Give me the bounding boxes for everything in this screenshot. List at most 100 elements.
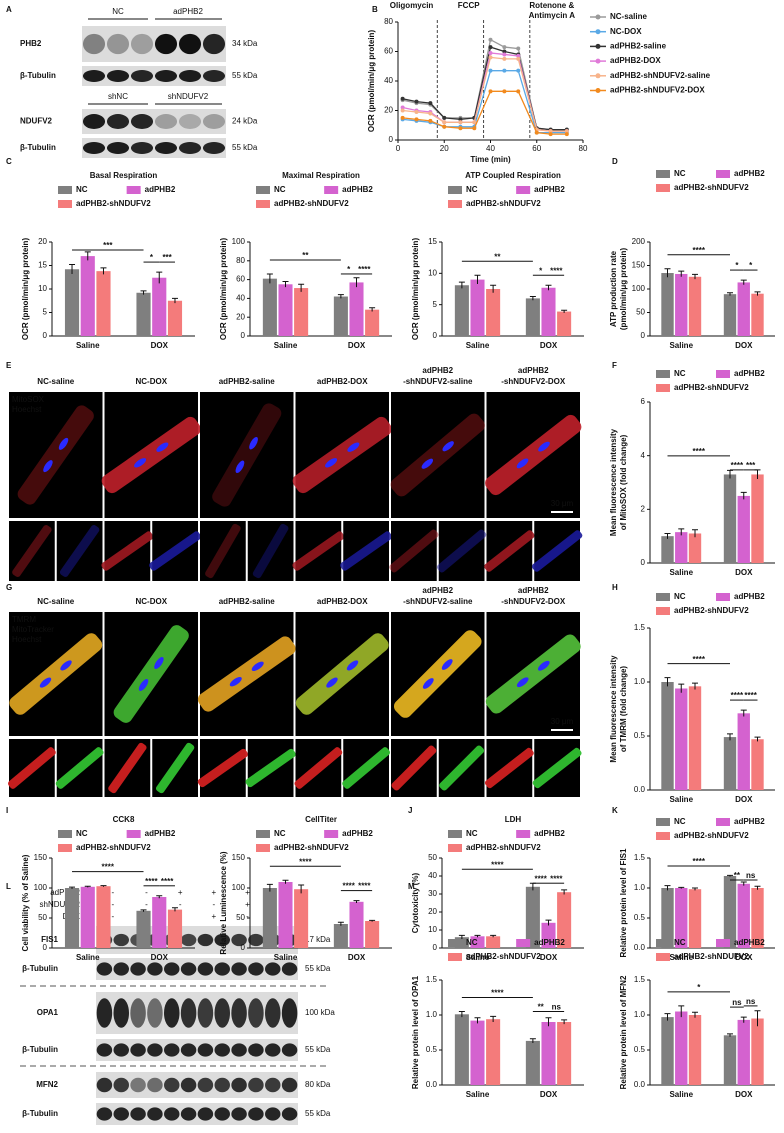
significance-label: ****	[491, 989, 504, 998]
blot-size: 34 kDa	[232, 39, 258, 48]
marker	[502, 56, 507, 61]
image-title: adPHB2-DOX	[317, 597, 368, 606]
nucleus	[421, 458, 434, 469]
condition-sign: +	[211, 888, 216, 897]
blot-background	[82, 26, 226, 62]
legend-swatch	[126, 830, 141, 838]
marker	[414, 117, 419, 122]
blot-band	[96, 962, 113, 976]
x-tick-label: DOX	[540, 341, 558, 350]
significance-label: ****	[550, 266, 563, 275]
cell	[390, 413, 485, 497]
y-tick-label: 150	[632, 261, 646, 270]
blot-band	[130, 998, 146, 1028]
stain-label: MitoSOX	[12, 395, 45, 404]
blot-band	[214, 1107, 230, 1121]
y-axis-label: of TMRM (fold change)	[619, 666, 628, 753]
cell	[252, 523, 289, 579]
y-tick-label: 20	[384, 106, 393, 115]
y-tick-label: 50	[428, 853, 437, 862]
legend-label: NC-saline	[610, 12, 647, 21]
legend-label: NC	[466, 185, 478, 194]
blot-band	[178, 142, 202, 154]
blot-band	[147, 1107, 163, 1121]
significance-label: ****	[731, 691, 744, 700]
nucleus	[156, 442, 169, 452]
marker	[400, 105, 405, 110]
marker	[442, 124, 447, 129]
error-bar	[298, 283, 305, 292]
y-tick-label: 50	[38, 913, 47, 922]
bar	[661, 1017, 674, 1085]
bar	[737, 495, 750, 563]
bar	[737, 883, 750, 948]
y-tick-label: 0.5	[634, 1045, 646, 1054]
y-tick-label: 1.0	[426, 1010, 438, 1019]
marker	[414, 99, 419, 104]
cell	[484, 530, 535, 572]
blot-band	[106, 70, 130, 82]
image-title: adPHB2	[422, 366, 453, 375]
marker	[458, 120, 463, 125]
blot-band	[106, 142, 130, 154]
cell	[436, 529, 487, 573]
series-line	[402, 46, 567, 131]
chart-title: CellTiter	[305, 815, 337, 824]
bar	[294, 288, 309, 336]
x-tick-label: Saline	[669, 795, 693, 804]
marker	[488, 89, 493, 94]
cell	[531, 530, 583, 572]
error-bar	[692, 682, 698, 690]
y-tick-label: 0.0	[634, 943, 646, 952]
significance-label: ****	[693, 447, 706, 456]
cell	[294, 747, 343, 789]
error-bar	[282, 280, 289, 288]
blot-band	[231, 962, 247, 976]
error-bar	[369, 919, 376, 922]
chart-title: CCK8	[113, 815, 135, 824]
annotation-label: Rotenone &	[529, 1, 574, 10]
bar	[541, 922, 556, 948]
y-axis-label: OCR (pmol/min/μg protein)	[21, 238, 30, 341]
image-title: -shNDUFV2-saline	[403, 597, 473, 606]
y-tick-label: 15	[428, 237, 437, 246]
blot-background	[96, 1039, 298, 1061]
cell	[197, 748, 249, 788]
y-tick-label: 100	[632, 284, 646, 293]
legend-label: adPHB2-shNDUFV2-saline	[610, 71, 711, 80]
significance-label: ****	[161, 877, 174, 886]
blot-band	[178, 114, 202, 129]
legend-swatch	[516, 186, 531, 194]
blot-label: β-Tubulin	[20, 143, 56, 152]
x-tick-label: DOX	[735, 341, 753, 350]
blot-band	[248, 998, 264, 1028]
y-tick-label: 40	[236, 294, 245, 303]
bar	[723, 737, 737, 790]
nucleus	[325, 458, 338, 468]
blot-band	[281, 1077, 298, 1093]
marker	[472, 120, 477, 125]
error-bar	[282, 879, 289, 884]
bar	[661, 682, 674, 790]
blot-band	[197, 933, 214, 947]
marker	[516, 56, 521, 61]
cell	[113, 625, 189, 723]
legend-swatch	[656, 939, 670, 947]
bar	[688, 889, 702, 948]
legend-swatch	[324, 830, 339, 838]
nucleus	[441, 659, 453, 670]
blot-band	[197, 1107, 214, 1121]
blot-band	[281, 1107, 298, 1121]
blot-band	[202, 114, 226, 129]
panel-label: E	[6, 361, 12, 370]
cell	[59, 525, 100, 577]
cell	[391, 745, 437, 791]
cell	[340, 531, 393, 571]
bar	[557, 892, 572, 948]
stain-label: TMRM	[12, 615, 36, 624]
significance-label: *	[150, 253, 154, 262]
legend-label: adPHB2	[342, 829, 373, 838]
condition-sign: -	[111, 912, 114, 921]
marker	[458, 117, 463, 122]
legend-label: NC	[674, 169, 686, 178]
